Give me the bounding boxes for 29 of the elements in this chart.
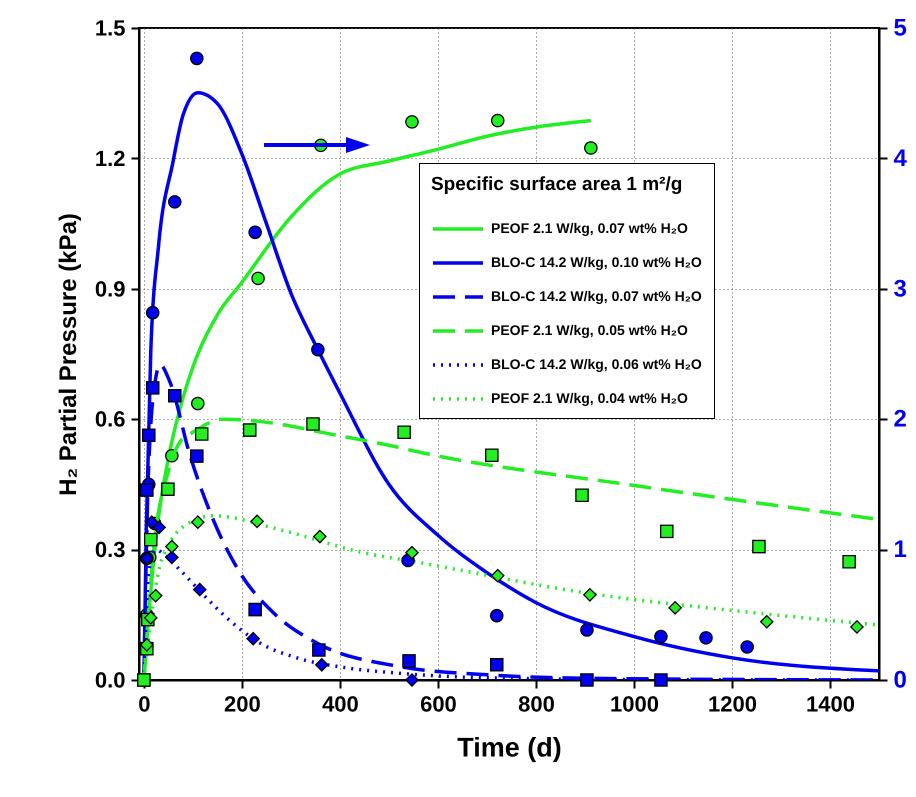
x-tick-label: 600 <box>420 692 457 716</box>
legend-label: PEOF 2.1 W/kg, 0.05 wt% H₂O <box>491 322 688 338</box>
y2-tick-label: 2 <box>894 406 907 433</box>
legend-label: PEOF 2.1 W/kg, 0.07 wt% H₂O <box>491 220 688 236</box>
y-tick-label: 0.9 <box>94 276 126 302</box>
y2-tick-label: 3 <box>894 275 907 302</box>
legend-label: PEOF 2.1 W/kg, 0.04 wt% H₂O <box>491 390 688 406</box>
x-tick-label: 1000 <box>610 692 659 716</box>
y2-tick-label: 4 <box>894 144 908 172</box>
x-tick-label: 400 <box>322 692 359 716</box>
y2-tick-label: 5 <box>894 14 907 42</box>
y-tick-label: 1.5 <box>94 16 126 40</box>
y-tick-label: 1.2 <box>94 146 126 171</box>
y-tick-label: 0.6 <box>94 406 126 432</box>
y2-tick-label: 1 <box>894 536 907 564</box>
x-tick-label: 800 <box>518 692 555 716</box>
y-axis-title: H₂ Partial Pressure (kPa) <box>54 213 82 496</box>
x-tick-label: 0 <box>138 692 151 716</box>
legend-title: Specific surface area 1 m²/g <box>431 174 682 195</box>
y-tick-label: 0.0 <box>94 668 126 692</box>
x-tick-label: 1400 <box>806 692 855 716</box>
y-tick-label: 0.3 <box>94 537 126 562</box>
y2-tick-label: 0 <box>894 666 907 694</box>
legend-label: BLO-C 14.2 W/kg, 0.06 wt% H₂O <box>491 356 702 372</box>
x-tick-label: 1200 <box>708 692 757 716</box>
legend-label: BLO-C 14.2 W/kg, 0.10 wt% H₂O <box>491 254 702 270</box>
x-tick-label: 200 <box>224 692 261 716</box>
legend-label: BLO-C 14.2 W/kg, 0.07 wt% H₂O <box>491 288 702 304</box>
x-axis-title: Time (d) <box>457 732 562 762</box>
